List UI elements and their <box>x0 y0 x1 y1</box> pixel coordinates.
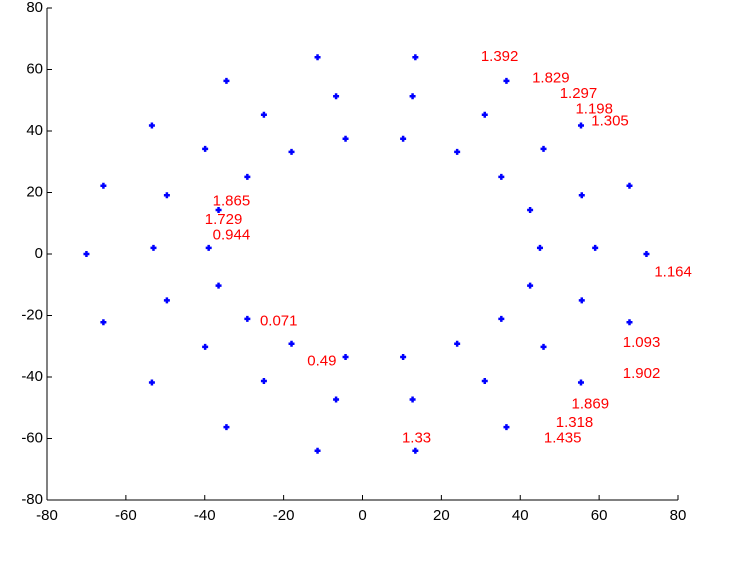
x-tick-label: 40 <box>512 507 529 524</box>
point <box>342 135 349 142</box>
point <box>333 396 340 403</box>
point <box>100 319 107 326</box>
point <box>578 297 585 304</box>
point <box>314 54 321 61</box>
point <box>592 244 599 251</box>
point <box>540 343 547 350</box>
point <box>223 424 230 431</box>
point-label: 1.093 <box>623 334 661 351</box>
y-tick-label: 0 <box>35 245 43 262</box>
point-label: 0.944 <box>213 227 251 244</box>
point <box>527 282 534 289</box>
point <box>148 379 155 386</box>
point <box>314 447 321 454</box>
point <box>409 93 416 100</box>
x-tick-label: -20 <box>273 507 295 524</box>
x-tick-label: -80 <box>36 507 58 524</box>
y-tick-label: -60 <box>21 429 43 446</box>
x-tick-label: 80 <box>670 507 687 524</box>
point <box>148 122 155 129</box>
point <box>202 343 209 350</box>
point-label: 0.49 <box>307 353 336 370</box>
point <box>454 340 461 347</box>
point <box>412 447 419 454</box>
point <box>626 182 633 189</box>
point <box>215 282 222 289</box>
point <box>333 93 340 100</box>
y-tick-label: 60 <box>26 60 43 77</box>
point <box>400 135 407 142</box>
point <box>643 251 650 257</box>
y-tick-label: 40 <box>26 122 43 139</box>
point-label: 1.297 <box>560 85 598 102</box>
y-tick-label: -80 <box>21 491 43 508</box>
point-label: 1.435 <box>544 429 582 446</box>
point <box>260 111 267 118</box>
point-label: 1.392 <box>481 48 519 65</box>
point-label: 1.902 <box>623 365 661 382</box>
x-tick-label: 20 <box>433 507 450 524</box>
point-label: 1.305 <box>591 113 629 130</box>
x-tick-label: 0 <box>358 507 366 524</box>
point <box>288 148 295 155</box>
point-label: 1.318 <box>556 414 594 431</box>
point <box>412 54 419 61</box>
point <box>578 192 585 199</box>
point <box>83 251 90 257</box>
point <box>409 396 416 403</box>
point <box>163 297 170 304</box>
point <box>202 145 209 152</box>
point <box>454 148 461 155</box>
x-tick-label: 60 <box>591 507 608 524</box>
x-tick-label: -40 <box>194 507 216 524</box>
point <box>342 354 349 361</box>
point-label: 1.729 <box>205 211 243 228</box>
point <box>503 424 510 431</box>
y-tick-label: 20 <box>26 183 43 200</box>
point <box>577 379 584 386</box>
y-tick-label: 80 <box>26 0 43 16</box>
point <box>223 77 230 84</box>
y-tick-label: -40 <box>21 368 43 385</box>
point <box>536 244 543 251</box>
point <box>527 207 534 214</box>
point <box>498 315 505 322</box>
point <box>503 77 510 84</box>
point <box>163 192 170 199</box>
point-label: 1.869 <box>572 396 610 413</box>
point <box>150 244 157 251</box>
point-label: 1.33 <box>402 429 431 446</box>
point-label: 1.865 <box>213 193 251 210</box>
point-label: 0.071 <box>260 313 298 330</box>
point <box>244 315 251 322</box>
point <box>100 182 107 189</box>
point <box>260 377 267 384</box>
point <box>205 244 212 251</box>
x-tick-label: -60 <box>115 507 137 524</box>
point-label: 1.198 <box>575 100 613 117</box>
point <box>215 207 222 214</box>
point-label: 1.829 <box>532 70 570 87</box>
point <box>626 319 633 326</box>
point <box>540 145 547 152</box>
point <box>400 354 407 361</box>
point-label: 1.164 <box>654 263 692 280</box>
point <box>481 111 488 118</box>
point <box>244 173 251 180</box>
point <box>498 173 505 180</box>
point <box>577 122 584 129</box>
point <box>481 377 488 384</box>
y-tick-label: -20 <box>21 306 43 323</box>
point <box>288 340 295 347</box>
